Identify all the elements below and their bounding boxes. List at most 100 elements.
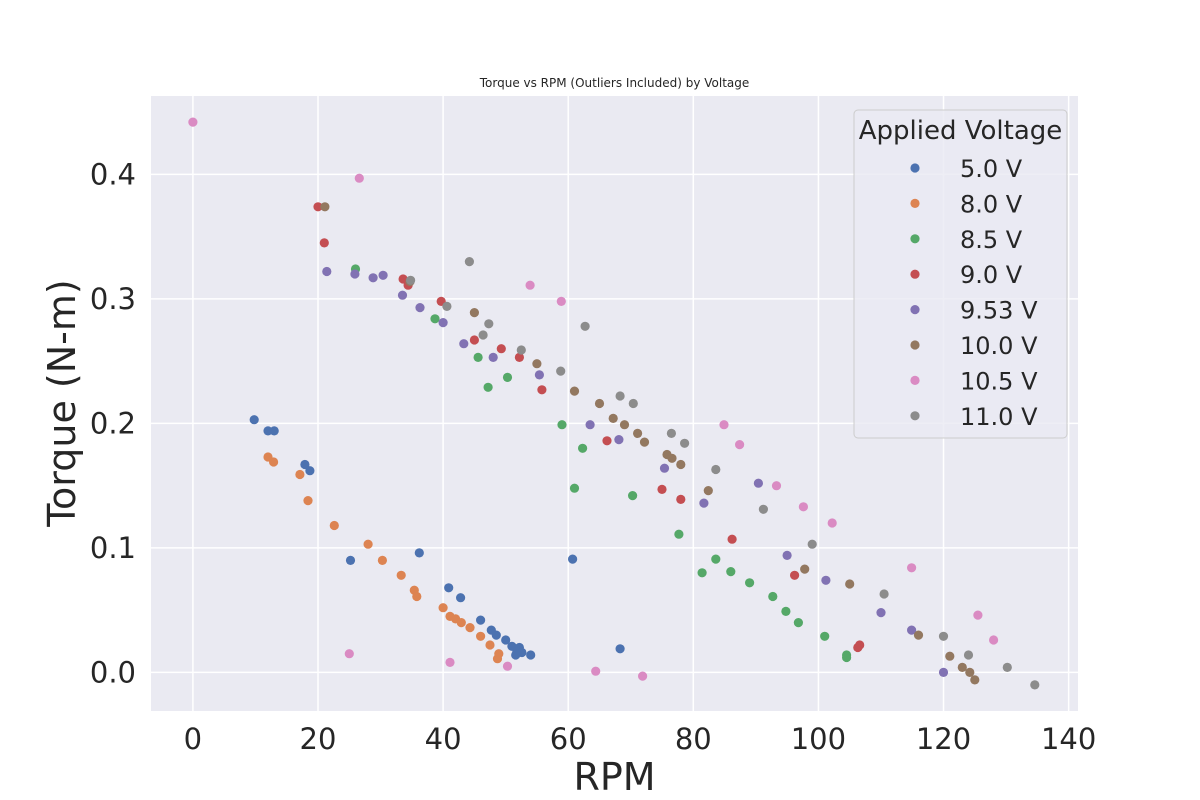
legend-marker [910, 163, 920, 173]
data-point [398, 274, 408, 284]
data-point [456, 593, 466, 603]
data-point [1030, 680, 1040, 690]
x-tick-label: 20 [300, 722, 337, 756]
legend-label: 10.0 V [960, 332, 1038, 360]
data-point [615, 644, 625, 654]
data-point [329, 520, 339, 531]
data-point [488, 352, 498, 362]
data-point [907, 563, 917, 573]
data-point [537, 385, 547, 395]
data-point [526, 650, 536, 660]
data-point [502, 661, 513, 671]
data-point [438, 603, 448, 613]
x-axis-title: RPM [573, 755, 655, 799]
data-point [667, 453, 677, 463]
data-point [938, 667, 949, 678]
legend-label: 9.53 V [960, 297, 1038, 325]
data-point [496, 344, 506, 354]
data-point [697, 568, 707, 578]
data-point [377, 555, 387, 566]
y-tick-label: 0.0 [90, 655, 136, 689]
y-tick-label: 0.4 [90, 157, 136, 191]
data-point [269, 457, 279, 467]
data-point [569, 386, 580, 396]
data-point [602, 436, 612, 446]
data-point [465, 623, 475, 633]
data-point [855, 640, 865, 650]
data-point [557, 420, 567, 430]
x-tick-label: 80 [675, 722, 712, 756]
data-point [591, 666, 601, 676]
y-tick-label: 0.1 [90, 531, 136, 565]
data-point [469, 308, 479, 318]
data-point [502, 372, 513, 382]
data-point [735, 440, 745, 450]
data-point [842, 652, 852, 663]
data-point [768, 591, 778, 602]
x-tick-label: 60 [550, 722, 587, 756]
legend-items: 5.0 V 8.0 V 8.5 V 9.0 V 9.53 V 10.0 V 10.5 V 11… [910, 155, 1038, 431]
series-5-0-v [249, 415, 625, 660]
legend-marker [910, 411, 920, 421]
data-point [580, 321, 590, 331]
data-point [442, 301, 452, 311]
series-10-5-v [188, 117, 999, 681]
data-point [628, 491, 638, 501]
legend-marker [910, 375, 920, 385]
series-9-0-v [313, 202, 865, 653]
data-point [478, 330, 488, 340]
y-tick-label: 0.3 [90, 282, 136, 316]
y-axis-title: Torque (N-m) [40, 279, 84, 527]
data-point [659, 463, 670, 473]
data-point [628, 398, 638, 409]
data-point [269, 426, 279, 436]
data-point [415, 303, 425, 313]
data-point [456, 618, 466, 628]
legend-marker [910, 305, 920, 315]
data-point [907, 625, 917, 635]
data-point [501, 635, 511, 645]
data-point [378, 270, 388, 280]
data-point [354, 173, 364, 183]
data-point [674, 529, 684, 539]
legend-title: Applied Voltage [859, 116, 1063, 146]
data-point [459, 339, 469, 349]
data-point [676, 494, 686, 504]
data-point [476, 615, 486, 625]
data-point [414, 548, 424, 558]
legend-label: 11.0 V [960, 403, 1038, 431]
data-point [300, 459, 310, 470]
data-point [666, 428, 677, 438]
data-point [295, 469, 305, 480]
data-point [973, 610, 983, 620]
data-point [476, 631, 486, 641]
data-point [585, 420, 595, 430]
data-point [970, 675, 980, 685]
data-point [319, 238, 329, 248]
data-point [320, 202, 330, 212]
data-point [758, 504, 769, 514]
x-tick-label: 120 [916, 722, 971, 756]
data-point [397, 290, 408, 300]
data-point [344, 649, 354, 659]
series-8-0-v [263, 452, 504, 664]
data-point [821, 575, 831, 585]
data-point [525, 280, 535, 290]
legend-marker [910, 340, 920, 350]
data-point [703, 486, 713, 496]
data-point [845, 579, 855, 589]
data-point [680, 438, 690, 448]
data-point [963, 650, 974, 660]
legend-marker [910, 198, 920, 208]
data-point [699, 498, 709, 508]
data-point [313, 202, 323, 212]
data-point [532, 359, 542, 369]
data-point [445, 657, 455, 668]
data-point [516, 345, 526, 355]
data-point [965, 667, 975, 678]
data-point [350, 269, 360, 279]
x-tick-label: 100 [791, 722, 846, 756]
data-point [879, 589, 889, 599]
data-point [556, 366, 566, 376]
